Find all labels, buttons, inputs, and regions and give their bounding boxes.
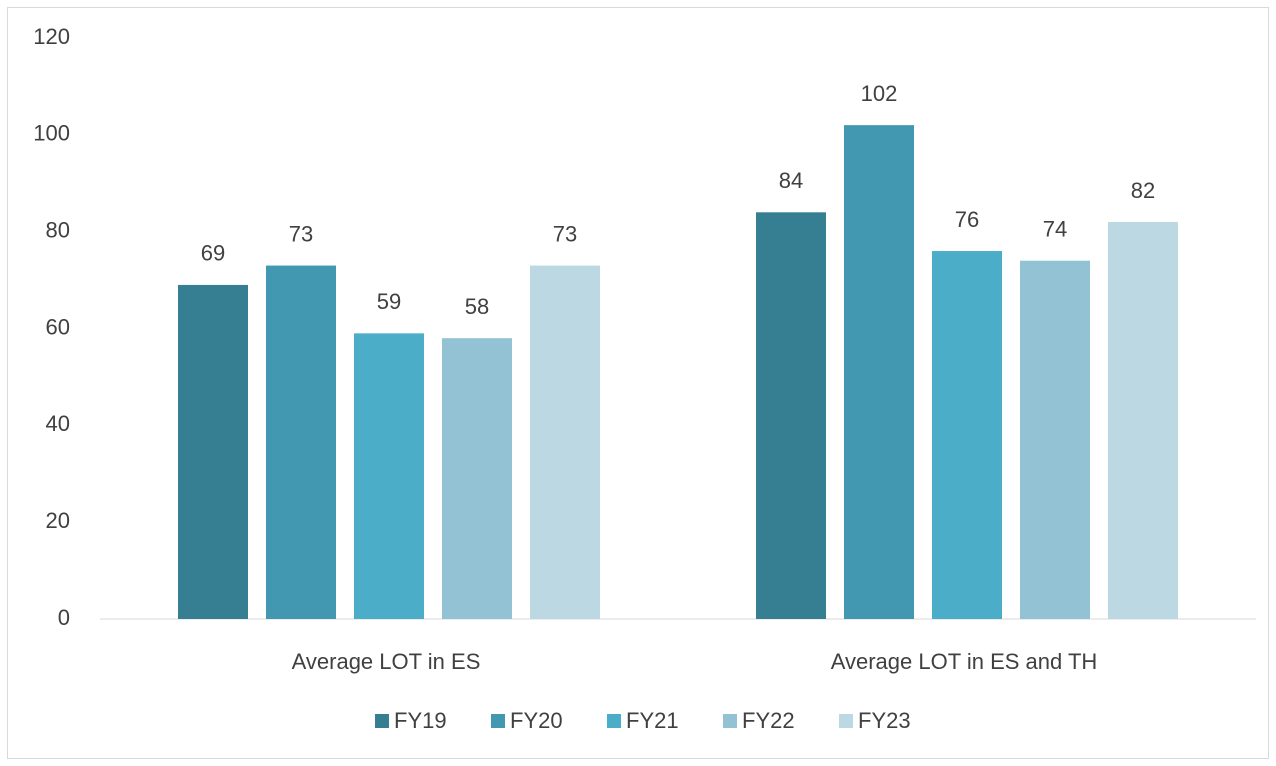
bar: [178, 284, 248, 619]
legend-label: FY21: [626, 708, 679, 733]
data-label: 69: [201, 241, 225, 266]
legend-swatch: [839, 714, 853, 728]
legend-label: FY23: [858, 708, 911, 733]
legend-swatch: [723, 714, 737, 728]
data-label: 59: [377, 289, 401, 314]
bar: [354, 333, 424, 619]
y-tick-label: 20: [46, 508, 70, 533]
bar: [266, 265, 336, 619]
legend-label: FY20: [510, 708, 563, 733]
legend-swatch: [375, 714, 389, 728]
legend-label: FY19: [394, 708, 447, 733]
y-tick-label: 100: [33, 121, 70, 146]
y-tick-label: 120: [33, 24, 70, 49]
data-label: 102: [861, 81, 898, 106]
data-label: 76: [955, 207, 979, 232]
bar: [844, 125, 914, 620]
bar: [1108, 221, 1178, 619]
bar: [442, 338, 512, 619]
y-tick-label: 0: [58, 605, 70, 630]
y-tick-label: 60: [46, 314, 70, 339]
data-label: 73: [289, 221, 313, 246]
data-label: 58: [465, 294, 489, 319]
bar: [530, 265, 600, 619]
y-tick-label: 80: [46, 217, 70, 242]
data-label: 73: [553, 221, 577, 246]
legend-label: FY22: [742, 708, 795, 733]
bar: [1020, 260, 1090, 619]
data-label: 84: [779, 168, 803, 193]
bar: [756, 212, 826, 620]
bar: [932, 251, 1002, 620]
y-tick-label: 40: [46, 411, 70, 436]
legend-swatch: [607, 714, 621, 728]
data-label: 74: [1043, 217, 1067, 242]
x-tick-label: Average LOT in ES: [292, 649, 481, 674]
data-label: 82: [1131, 178, 1155, 203]
x-tick-label: Average LOT in ES and TH: [831, 649, 1098, 674]
legend-swatch: [491, 714, 505, 728]
